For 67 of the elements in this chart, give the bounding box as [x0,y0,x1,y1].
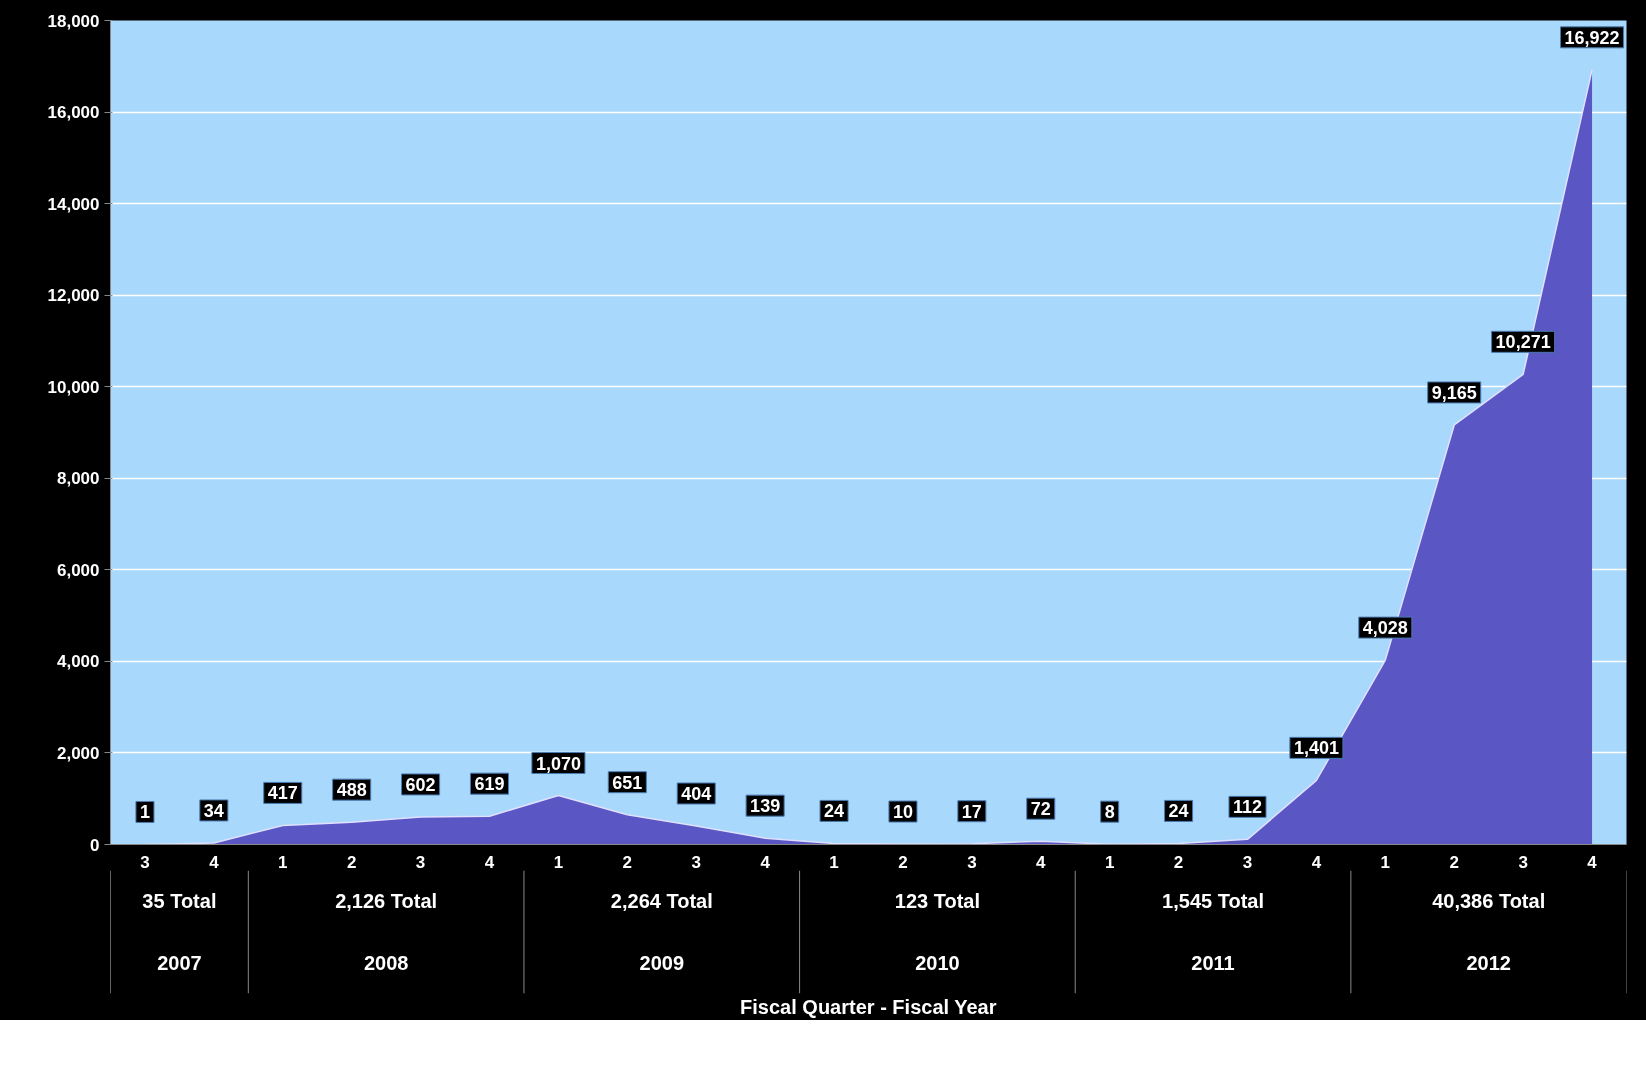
text: 2012 [1466,951,1511,974]
data-label: 8 [1104,802,1115,823]
y-tick-label: 2,000 [56,743,100,763]
text: 2,126 Total [335,890,438,913]
x-tick-label: 3 [691,852,701,872]
y-tick-label: 4,000 [56,652,100,672]
data-label: 619 [474,774,505,795]
x-tick-label: 3 [1518,852,1528,872]
data-label: 10 [892,802,913,823]
data-label: 1 [139,802,150,823]
x-tick-label: 3 [140,852,150,872]
x-tick-label: 2 [622,852,633,872]
text: 2009 [639,951,685,974]
data-label: 24 [1168,801,1189,822]
data-label: 488 [336,780,367,801]
data-label: 651 [612,772,643,793]
x-tick-label: 1 [553,852,564,872]
x-tick-label: 4 [209,852,220,872]
y-tick-label: 8,000 [56,469,100,489]
text: 35 Total [142,890,217,913]
text: 123 Total [894,890,981,913]
data-label: 1,070 [535,753,581,774]
data-label: 16,922 [1564,27,1620,48]
x-tick-label: 2 [346,852,357,872]
x-tick-label: 4 [1311,852,1322,872]
data-label: 72 [1030,799,1051,820]
data-label: 602 [405,774,436,795]
x-tick-label: 3 [415,852,426,872]
y-tick-label: 6,000 [56,560,100,580]
data-label: 112 [1232,797,1263,818]
x-tick-label: 4 [484,852,495,872]
text: 2,264 Total [610,890,713,913]
data-label: 17 [961,801,982,822]
x-tick-label: 2 [898,852,908,872]
data-label: 24 [824,801,845,822]
text: 2008 [363,951,409,974]
text: Fiscal Quarter - Fiscal Year [740,995,997,1018]
data-label: 4,028 [1362,618,1408,639]
y-tick-label: 12,000 [47,286,100,306]
data-label: 417 [267,783,298,804]
x-tick-label: 3 [1242,852,1253,872]
data-label: 1,401 [1293,738,1339,759]
text: 40,386 Total [1432,890,1546,913]
x-tick-label: 1 [1380,852,1391,872]
text: 2007 [157,951,202,974]
data-label: 9,165 [1431,382,1477,403]
data-label: 34 [203,800,224,821]
data-label: 139 [750,796,781,817]
text: 2011 [1191,951,1235,974]
x-tick-label: 4 [1036,852,1047,872]
text: 1,545 Total [1162,890,1264,913]
y-tick-label: 18,000 [47,11,100,31]
data-label: 404 [681,784,712,805]
x-tick-label: 2 [1449,852,1459,872]
x-tick-label: 1 [1104,852,1115,872]
x-tick-label: 2 [1173,852,1184,872]
x-tick-label: 1 [829,852,839,872]
x-tick-label: 1 [278,852,288,872]
y-tick-label: 16,000 [47,103,100,123]
data-label: 10,271 [1495,332,1551,353]
text: 2010 [915,951,960,974]
x-tick-label: 4 [760,852,771,872]
y-tick-label: 0 [90,835,100,855]
x-tick-label: 3 [967,852,977,872]
x-tick-label: 4 [1587,852,1598,872]
y-tick-label: 10,000 [47,377,100,397]
y-tick-label: 14,000 [47,194,100,214]
